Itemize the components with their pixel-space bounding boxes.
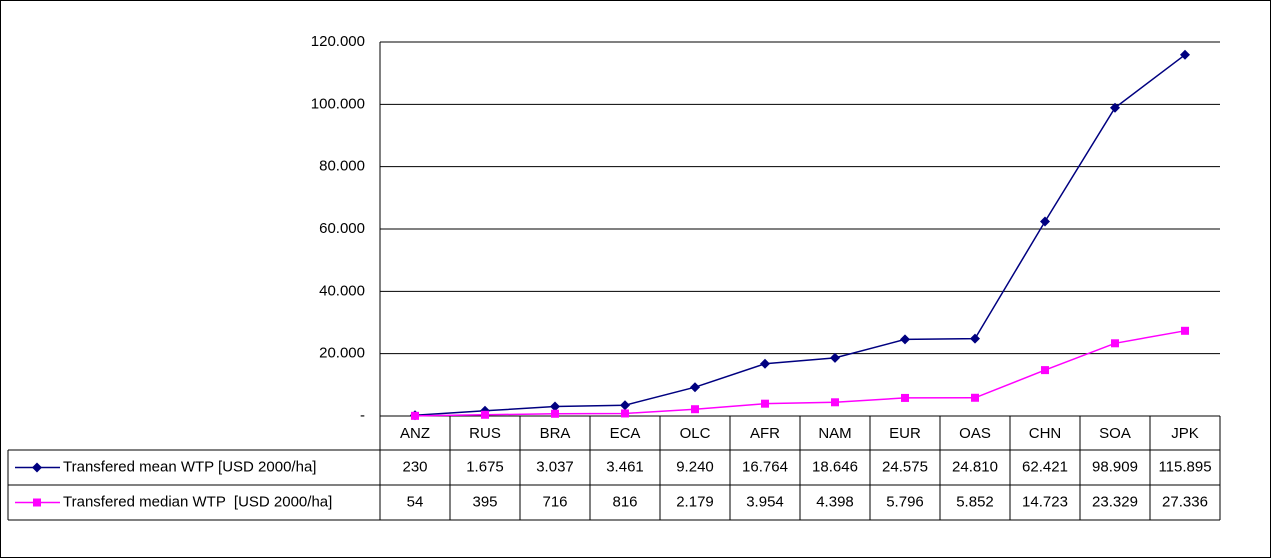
marker bbox=[551, 409, 559, 418]
y-tick-label: 40.000 bbox=[319, 282, 365, 299]
table-value: 1.675 bbox=[466, 458, 504, 475]
marker bbox=[690, 382, 700, 393]
y-tick-label: 120.000 bbox=[311, 33, 365, 50]
marker bbox=[1111, 339, 1119, 348]
y-tick-label: 100.000 bbox=[311, 95, 365, 112]
marker bbox=[900, 334, 910, 345]
marker bbox=[411, 411, 419, 420]
table-value: 4.398 bbox=[816, 493, 854, 510]
table-value: 3.037 bbox=[536, 458, 574, 475]
marker bbox=[760, 358, 770, 369]
y-tick-label: 80.000 bbox=[319, 158, 365, 175]
marker bbox=[830, 352, 840, 363]
x-tick-label: OLC bbox=[680, 425, 711, 442]
x-tick-label: ECA bbox=[610, 425, 641, 442]
x-tick-label: JPK bbox=[1171, 425, 1199, 442]
marker bbox=[1180, 49, 1190, 60]
marker bbox=[831, 398, 839, 407]
marker bbox=[1040, 216, 1050, 227]
table-value: 54 bbox=[407, 493, 424, 510]
marker bbox=[481, 410, 489, 419]
marker bbox=[901, 393, 909, 402]
table-value: 23.329 bbox=[1092, 493, 1138, 510]
marker bbox=[621, 409, 629, 418]
x-tick-label: RUS bbox=[469, 425, 501, 442]
marker bbox=[691, 405, 699, 414]
marker bbox=[550, 401, 560, 412]
table-value: 14.723 bbox=[1022, 493, 1068, 510]
table-value: 3.954 bbox=[746, 493, 784, 510]
table-value: 230 bbox=[402, 458, 427, 475]
series-line bbox=[414, 54, 1186, 417]
table-value: 816 bbox=[612, 493, 637, 510]
x-tick-label: EUR bbox=[889, 425, 921, 442]
x-tick-label: SOA bbox=[1099, 425, 1131, 442]
table-value: 27.336 bbox=[1162, 493, 1208, 510]
table-value: 98.909 bbox=[1092, 458, 1138, 475]
marker bbox=[761, 399, 769, 408]
table-value: 24.810 bbox=[952, 458, 998, 475]
table-value: 16.764 bbox=[742, 458, 788, 475]
y-tick-label: 20.000 bbox=[319, 345, 365, 362]
x-tick-label: AFR bbox=[750, 425, 780, 442]
table-value: 5.796 bbox=[886, 493, 924, 510]
series-line bbox=[414, 330, 1186, 417]
table-value: 115.895 bbox=[1158, 458, 1211, 475]
legend-marker bbox=[33, 498, 41, 507]
marker bbox=[1041, 366, 1049, 375]
table-value: 24.575 bbox=[882, 458, 928, 475]
legend-label: Transfered median WTP [USD 2000/ha] bbox=[63, 493, 332, 510]
table-value: 9.240 bbox=[676, 458, 714, 475]
y-tick-label: - bbox=[360, 407, 365, 424]
marker bbox=[620, 400, 630, 411]
legend-label: Transfered mean WTP [USD 2000/ha] bbox=[63, 458, 316, 475]
x-tick-label: BRA bbox=[540, 425, 571, 442]
x-tick-label: CHN bbox=[1029, 425, 1062, 442]
table-value: 395 bbox=[472, 493, 497, 510]
table-value: 3.461 bbox=[606, 458, 644, 475]
marker bbox=[971, 393, 979, 402]
table-value: 2.179 bbox=[676, 493, 714, 510]
x-tick-label: NAM bbox=[818, 425, 851, 442]
marker bbox=[1110, 102, 1120, 113]
marker bbox=[1181, 326, 1189, 335]
x-tick-label: OAS bbox=[959, 425, 991, 442]
legend-marker bbox=[32, 462, 42, 473]
table-value: 62.421 bbox=[1022, 458, 1068, 475]
y-tick-label: 60.000 bbox=[319, 220, 365, 237]
table-value: 716 bbox=[542, 493, 567, 510]
table-value: 5.852 bbox=[956, 493, 994, 510]
marker bbox=[970, 333, 980, 344]
x-tick-label: ANZ bbox=[400, 425, 430, 442]
table-value: 18.646 bbox=[812, 458, 858, 475]
